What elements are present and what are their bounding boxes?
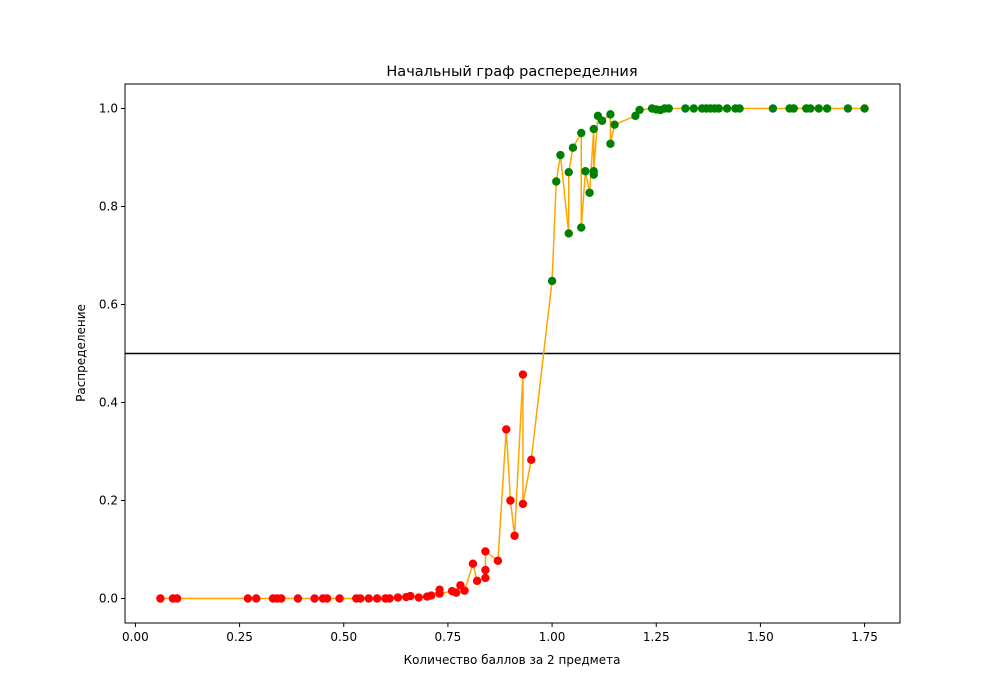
- data-point: [252, 594, 261, 603]
- data-point: [597, 116, 607, 125]
- data-point: [814, 104, 823, 113]
- data-point: [577, 223, 586, 232]
- data-point: [556, 150, 565, 160]
- data-point: [393, 593, 403, 602]
- data-point: [372, 594, 382, 603]
- y-tick-label: 0.8: [99, 200, 118, 214]
- data-point: [714, 104, 723, 113]
- data-point: [156, 594, 165, 603]
- data-point: [860, 104, 869, 113]
- data-point: [689, 104, 698, 113]
- data-point: [435, 589, 444, 598]
- data-point: [635, 105, 644, 115]
- x-tick-label: 1.00: [539, 630, 566, 644]
- x-tick-label: 1.75: [851, 630, 878, 644]
- y-tick-label: 0.4: [99, 396, 118, 410]
- data-point: [806, 104, 815, 113]
- data-point: [722, 104, 732, 113]
- data-point: [681, 104, 690, 113]
- x-tick-label: 0.25: [226, 630, 253, 644]
- y-axis: 0.0 0.2 0.4 0.6 0.8 1.0: [99, 102, 125, 606]
- data-point: [631, 111, 640, 121]
- y-tick-label: 0.2: [99, 494, 118, 508]
- data-point: [822, 104, 832, 113]
- data-point: [789, 104, 798, 113]
- data-point: [585, 188, 594, 197]
- y-tick-label: 0.6: [99, 298, 118, 312]
- y-tick-label: 1.0: [99, 102, 118, 116]
- data-point: [460, 586, 469, 595]
- points-layer: [156, 104, 869, 603]
- data-point: [481, 565, 490, 575]
- data-point: [568, 143, 578, 152]
- data-point: [243, 594, 253, 603]
- data-point: [606, 139, 615, 148]
- data-point: [335, 594, 344, 603]
- data-point: [502, 425, 511, 434]
- x-tick-label: 0.00: [122, 630, 149, 644]
- data-point: [518, 499, 528, 509]
- data-point: [768, 104, 778, 113]
- data-point: [472, 576, 482, 586]
- data-point: [506, 496, 515, 505]
- data-point: [552, 177, 561, 186]
- data-point: [468, 559, 478, 568]
- data-point: [610, 120, 619, 129]
- data-point: [564, 168, 573, 177]
- data-point: [527, 455, 536, 465]
- data-point: [581, 167, 590, 176]
- data-point: [322, 594, 332, 603]
- data-point: [385, 594, 394, 603]
- data-point: [577, 128, 586, 138]
- x-tick-label: 0.50: [330, 630, 357, 644]
- y-tick-label: 0.0: [99, 592, 118, 606]
- data-point: [510, 531, 519, 540]
- plot-frame: [124, 83, 901, 624]
- data-point: [293, 594, 303, 603]
- data-point: [547, 276, 557, 286]
- data-point: [427, 591, 436, 600]
- data-point: [406, 591, 415, 601]
- data-point: [277, 594, 286, 603]
- data-point: [589, 124, 598, 134]
- chart-title: Начальный граф распеределния: [386, 64, 637, 80]
- x-tick-label: 1.50: [747, 630, 774, 644]
- data-point: [606, 110, 615, 119]
- data-point: [843, 104, 853, 113]
- x-axis: 0.00 0.25 0.50 0.75 1.00 1.25 1.50 1.75: [122, 623, 878, 644]
- data-point: [589, 167, 598, 176]
- data-point: [493, 556, 503, 565]
- x-tick-label: 1.25: [643, 630, 670, 644]
- x-axis-title: Количество баллов за 2 предмета: [404, 653, 621, 667]
- data-point: [735, 104, 744, 113]
- data-point: [310, 594, 319, 603]
- data-point: [564, 229, 573, 238]
- data-point: [518, 370, 528, 379]
- data-point: [481, 573, 490, 583]
- data-point: [664, 104, 673, 113]
- data-point: [364, 594, 373, 603]
- data-point: [356, 594, 365, 603]
- x-tick-label: 0.75: [435, 630, 462, 644]
- data-point: [172, 594, 182, 603]
- y-axis-title: Распределение: [74, 304, 88, 402]
- data-point: [414, 593, 423, 602]
- data-point: [452, 588, 461, 597]
- data-point: [481, 547, 490, 556]
